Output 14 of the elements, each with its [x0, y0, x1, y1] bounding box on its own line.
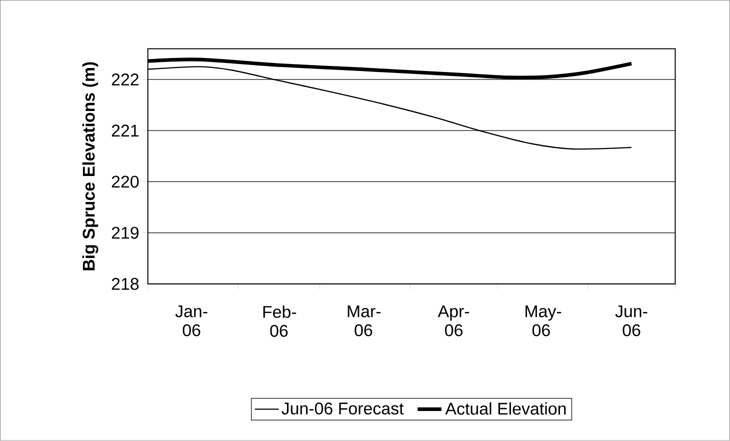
y-axis-title: Big Spruce Elevations (m) — [82, 62, 98, 270]
x-tick-label: Jan-06 — [175, 306, 208, 336]
x-tick-label: Mar-06 — [348, 306, 381, 336]
y-tick-label: 220 — [112, 176, 139, 188]
x-tick-label: May-06 — [526, 306, 562, 336]
legend-label: Jun-06 Forecast — [282, 402, 404, 415]
x-tick-label: Apr-06 — [438, 306, 470, 336]
legend-label: Actual Elevation — [445, 402, 566, 415]
x-tick-label: Jun-06 — [615, 306, 648, 336]
y-tick-label: 222 — [112, 74, 138, 86]
y-tick-label: 219 — [112, 226, 139, 239]
y-tick-label: 218 — [112, 278, 139, 290]
x-tick-label: Feb-06 — [263, 306, 296, 337]
y-tick-label: 221 — [112, 124, 139, 137]
